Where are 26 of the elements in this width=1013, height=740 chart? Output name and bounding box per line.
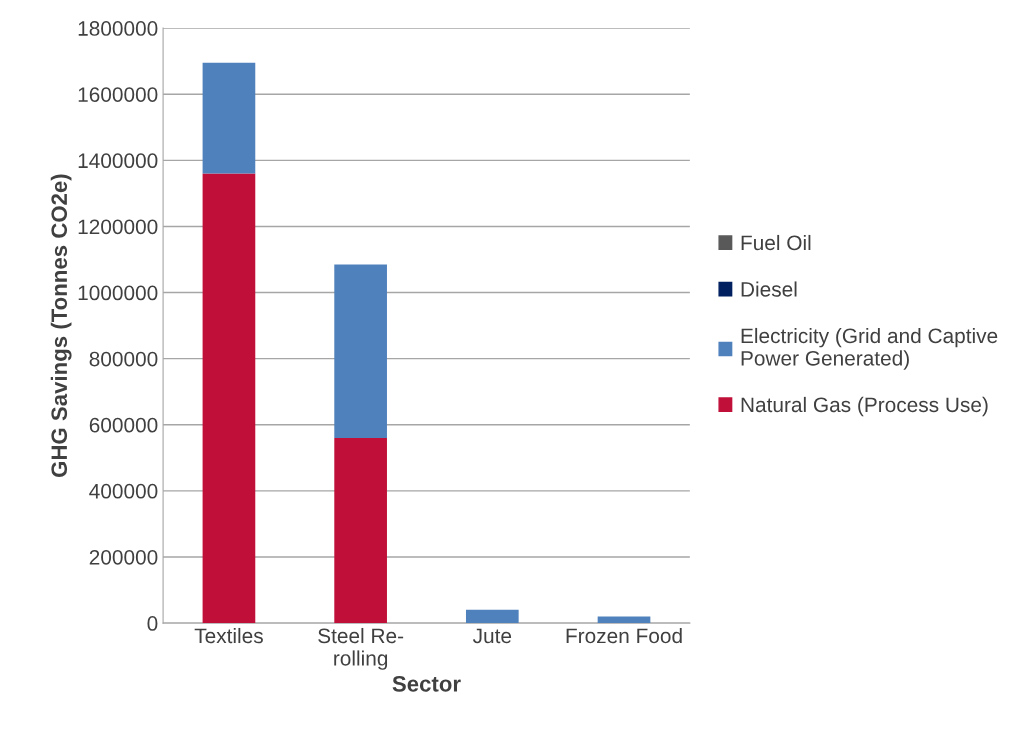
- bar: [597, 616, 651, 624]
- y-tick-label: 1600000: [78, 87, 158, 102]
- y-tick-label: 1200000: [78, 219, 158, 235]
- bar: [334, 264, 387, 438]
- legend-label: Natural Gas (Process Use): [741, 396, 988, 417]
- bar: [202, 62, 256, 174]
- y-tick-label: 0: [147, 616, 158, 631]
- x-tick-label: Textiles: [194, 627, 263, 644]
- y-tick-label: 1000000: [78, 285, 158, 301]
- bar: [334, 437, 387, 624]
- y-tick-label: 1800000: [78, 21, 158, 36]
- x-tick-label: Frozen Food: [566, 627, 682, 644]
- y-tick-label: 600000: [89, 417, 158, 433]
- y-axis-title: GHG Savings (Tonnes CO2e): [50, 174, 72, 477]
- y-tick-label: 200000: [89, 549, 158, 565]
- legend-label: Fuel Oil: [741, 234, 811, 251]
- x-tick-label: Steel Re- rolling: [318, 627, 404, 670]
- y-tick-label: 800000: [89, 351, 158, 367]
- y-tick-label: 1400000: [78, 153, 158, 169]
- bar: [202, 173, 256, 624]
- legend-label: Electricity (Grid and Captive Power Generated): [741, 327, 998, 370]
- x-tick-label: Jute: [472, 628, 512, 644]
- legend-label: Diesel: [741, 281, 797, 297]
- bar: [465, 609, 519, 624]
- x-axis-title: Sector: [392, 675, 461, 692]
- y-tick-label: 400000: [89, 483, 158, 499]
